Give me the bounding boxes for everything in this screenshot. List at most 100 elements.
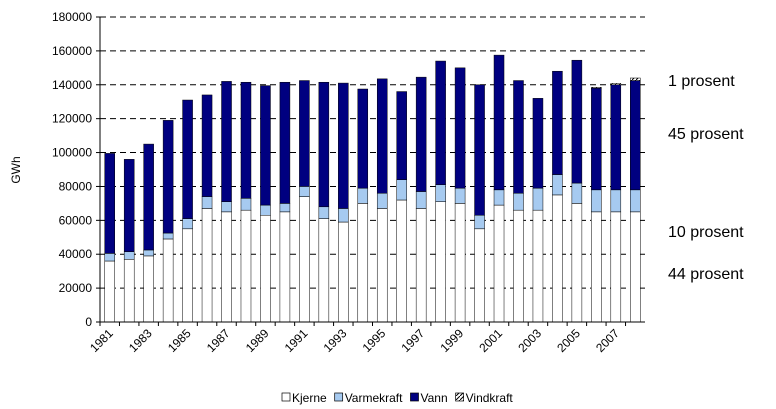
y-tick-label: 140000 — [52, 78, 92, 92]
bar-segment — [221, 201, 232, 213]
bar-segment — [513, 80, 524, 194]
bar-segment — [396, 91, 407, 180]
bar-segment — [260, 85, 271, 206]
bar-segment — [454, 187, 466, 204]
bar-segment — [415, 208, 427, 323]
bar-segment — [415, 76, 427, 192]
x-tick-label: 2003 — [515, 326, 544, 355]
bar-segment — [338, 208, 349, 223]
x-tick-label: 1997 — [399, 326, 428, 355]
y-tick-label: 0 — [85, 315, 92, 329]
x-tick-label: 1993 — [321, 326, 350, 355]
legend-label: Kjerne — [292, 391, 327, 405]
bar-segment — [571, 182, 583, 204]
bar-segment — [474, 228, 485, 323]
bar-segment — [591, 211, 602, 323]
bar-segment — [454, 203, 466, 323]
bar-segment — [532, 209, 544, 323]
bar-segment — [415, 191, 427, 209]
bar-segment — [630, 211, 641, 323]
bar-segment — [123, 159, 135, 252]
y-axis-label: GWh — [9, 156, 23, 183]
bar-segment — [299, 196, 310, 323]
bar-segment — [591, 87, 602, 89]
y-tick-label: 40000 — [59, 247, 93, 261]
bar-segment — [201, 208, 213, 323]
bar-segment — [454, 67, 466, 189]
bar-segment — [338, 82, 349, 209]
bar-segment — [474, 215, 485, 230]
bar-segment — [610, 189, 622, 213]
x-tick-label: 1981 — [87, 326, 116, 355]
bar-segment — [513, 192, 524, 211]
bar-segment — [338, 221, 349, 323]
bar-segment — [279, 211, 291, 323]
y-tick-label: 80000 — [59, 179, 93, 193]
bar-segment — [630, 77, 641, 81]
bar-segment — [279, 203, 291, 213]
annotation: 45 prosent — [668, 126, 744, 143]
bar-segment — [123, 259, 135, 323]
bar-segment — [318, 218, 330, 323]
legend-label: Vann — [420, 391, 447, 405]
bar-segment — [357, 187, 369, 204]
bar-segment — [357, 203, 369, 323]
annotation: 1 prosent — [668, 73, 735, 90]
bar-segment — [552, 70, 563, 175]
bar-segment — [435, 201, 446, 323]
bar-segment — [630, 80, 641, 191]
bar-segment — [240, 81, 252, 199]
x-tick-label: 1983 — [126, 326, 155, 355]
bar-segment — [318, 206, 330, 219]
bar-segment — [162, 238, 174, 323]
bar-segment — [162, 232, 174, 240]
bar-segment — [104, 260, 115, 323]
bar-segment — [493, 54, 505, 191]
bar-segment — [552, 194, 563, 323]
annotation: 10 prosent — [668, 224, 744, 241]
legend-swatch — [334, 392, 344, 402]
bar-segment — [299, 80, 310, 187]
bar-segment — [571, 59, 583, 184]
bar-segment — [474, 84, 485, 216]
bar-segment — [143, 249, 154, 257]
legend-swatch — [455, 392, 464, 402]
bar-segment — [376, 192, 388, 209]
bar-segment — [143, 143, 154, 251]
bar-segment — [260, 215, 271, 323]
x-tick-label: 2005 — [554, 326, 583, 355]
bar-segment — [513, 209, 524, 323]
annotation: 44 prosent — [668, 266, 744, 283]
bar-segment — [376, 78, 388, 194]
y-tick-label: 60000 — [59, 213, 93, 227]
bar-segment — [610, 84, 622, 191]
bar-segment — [104, 253, 115, 262]
bar-segment — [240, 198, 252, 211]
y-tick-label: 160000 — [52, 44, 92, 58]
bar-segment — [123, 251, 135, 260]
bar-segment — [162, 120, 174, 234]
bar-segment — [630, 189, 641, 213]
bar-segment — [610, 83, 622, 86]
y-tick-label: 180000 — [52, 10, 92, 24]
bar-segment — [591, 189, 602, 213]
bar-segment — [201, 196, 213, 209]
bar-segment — [435, 60, 446, 185]
bar-segment — [182, 218, 193, 230]
x-tick-label: 2007 — [593, 326, 622, 355]
y-tick-label: 20000 — [59, 281, 93, 295]
legend-label: Vindkraft — [466, 391, 514, 405]
bar-segment — [182, 228, 193, 323]
x-tick-label: 1999 — [437, 326, 466, 355]
bar-segment — [610, 211, 622, 323]
bar-segment — [260, 204, 271, 216]
bar-segment — [357, 88, 369, 189]
bar-segment — [571, 203, 583, 323]
bar-segment — [221, 81, 232, 202]
bar-segment — [396, 179, 407, 201]
bar-segment — [104, 153, 115, 254]
bar-segment — [182, 99, 193, 219]
bar-segment — [493, 189, 505, 206]
bar-segment — [493, 204, 505, 323]
